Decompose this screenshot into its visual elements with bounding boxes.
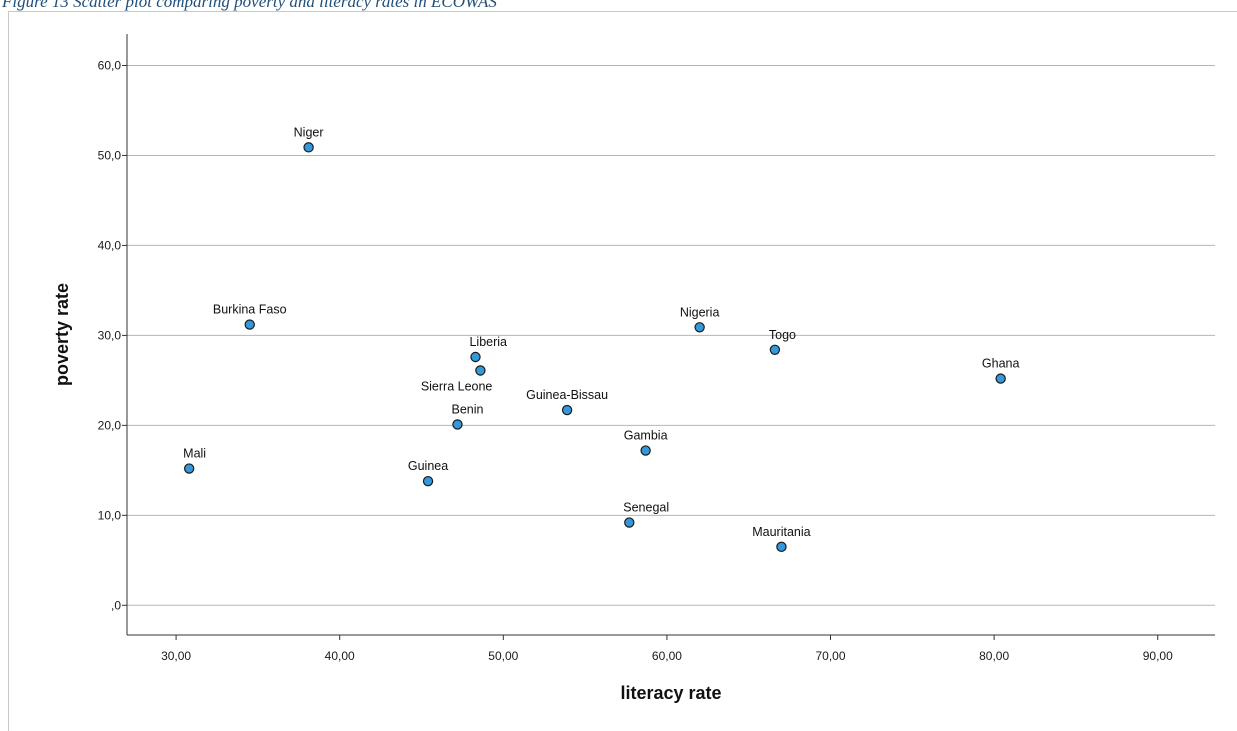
data-point	[244, 319, 255, 330]
figure-caption: Figure 13 Scatter plot comparing poverty…	[2, 0, 497, 11]
data-point	[183, 463, 195, 474]
x-tick-label: 30,00	[161, 649, 191, 663]
y-tick-label: ,0	[111, 598, 121, 612]
y-tick-label: 40,0	[98, 238, 122, 252]
x-tick-label: 80,00	[979, 649, 1009, 663]
gridlines	[127, 64, 1215, 606]
point-label: Guinea	[408, 459, 448, 473]
point-label: Sierra Leone	[421, 379, 493, 393]
point-label: Niger	[294, 125, 324, 139]
point-label: Mauritania	[752, 525, 810, 539]
point-label: Gambia	[624, 429, 668, 443]
chart-frame	[8, 11, 1237, 731]
point-label: Ghana	[982, 357, 1020, 371]
data-point	[475, 365, 486, 376]
point-label: Mali	[183, 447, 206, 461]
point-labels: Niger Burkina Faso Mali Liberia Sierra Leone…	[183, 125, 1019, 538]
data-points	[183, 142, 1006, 553]
data-point	[995, 373, 1006, 384]
data-point	[561, 404, 573, 416]
point-label: Togo	[769, 328, 796, 342]
point-label: Liberia	[469, 335, 507, 349]
y-tick-label: 10,0	[98, 508, 122, 522]
data-point	[470, 351, 481, 363]
y-tick-label: 50,0	[98, 148, 122, 162]
x-tick-label: 90,00	[1143, 649, 1173, 663]
tick-labels: ,0 10,0 20,0 30,0 40,0 50,0 60,0 30,00 40,00 50,0…	[98, 58, 1173, 663]
x-tick-label: 40,00	[325, 649, 355, 663]
data-point	[640, 445, 651, 456]
data-point	[694, 322, 705, 333]
axes	[122, 34, 1215, 640]
data-point	[422, 475, 434, 487]
point-label: Benin	[451, 402, 483, 416]
data-point	[769, 344, 781, 355]
x-tick-label: 70,00	[816, 649, 846, 663]
x-tick-label: 50,00	[488, 649, 518, 663]
x-tick-label: 60,00	[652, 649, 682, 663]
y-axis-title: poverty rate	[52, 283, 72, 386]
y-tick-label: 60,0	[98, 58, 122, 72]
y-tick-label: 20,0	[98, 418, 122, 432]
y-tick-label: 30,0	[98, 328, 122, 342]
data-point	[303, 142, 314, 153]
point-label: Burkina Faso	[213, 303, 287, 317]
data-point	[624, 517, 635, 528]
point-label: Senegal	[623, 501, 669, 515]
point-label: Nigeria	[680, 305, 720, 319]
point-label: Guinea-Bissau	[526, 388, 608, 402]
data-point	[776, 541, 787, 553]
x-axis-title: literacy rate	[620, 683, 721, 703]
data-point	[452, 419, 463, 430]
